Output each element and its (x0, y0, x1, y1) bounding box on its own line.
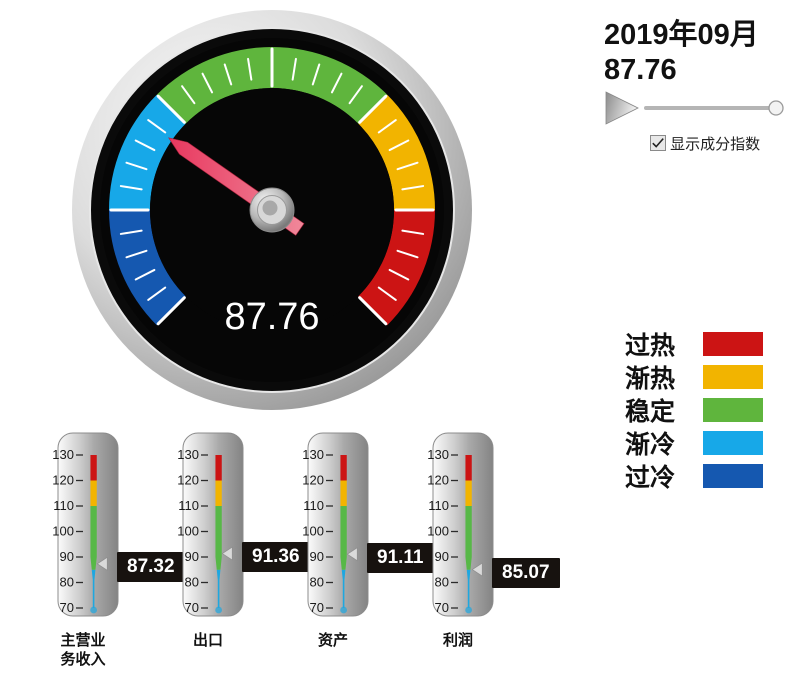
svg-text:130: 130 (302, 447, 324, 462)
svg-text:120: 120 (52, 473, 74, 488)
svg-text:90: 90 (60, 549, 74, 564)
svg-text:90: 90 (435, 549, 449, 564)
svg-text:70: 70 (310, 600, 324, 615)
svg-text:90: 90 (185, 549, 199, 564)
svg-text:100: 100 (177, 524, 199, 539)
svg-text:110: 110 (303, 498, 324, 513)
svg-text:90: 90 (310, 549, 324, 564)
svg-text:80: 80 (435, 575, 449, 590)
svg-text:120: 120 (302, 473, 324, 488)
svg-text:70: 70 (185, 600, 199, 615)
svg-text:130: 130 (177, 447, 199, 462)
svg-text:70: 70 (435, 600, 449, 615)
svg-text:110: 110 (428, 498, 449, 513)
svg-text:100: 100 (427, 524, 449, 539)
svg-text:130: 130 (52, 447, 74, 462)
svg-text:110: 110 (178, 498, 199, 513)
svg-text:120: 120 (427, 473, 449, 488)
svg-text:70: 70 (60, 600, 74, 615)
svg-text:120: 120 (177, 473, 199, 488)
svg-text:87.76: 87.76 (224, 296, 319, 338)
svg-text:110: 110 (53, 498, 74, 513)
svg-text:80: 80 (310, 575, 324, 590)
svg-text:130: 130 (427, 447, 449, 462)
svg-text:100: 100 (302, 524, 324, 539)
svg-text:100: 100 (52, 524, 74, 539)
svg-text:80: 80 (60, 575, 74, 590)
svg-text:80: 80 (185, 575, 199, 590)
